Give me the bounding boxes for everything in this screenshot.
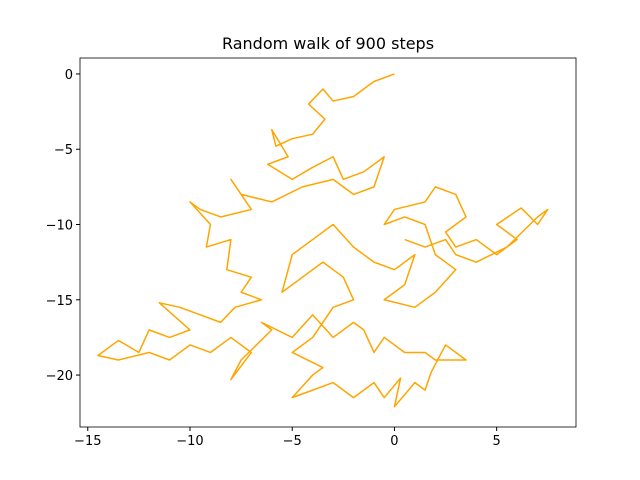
chart-title: Random walk of 900 steps <box>222 34 434 53</box>
x-tick-label: −15 <box>74 434 101 449</box>
y-tick-label: −15 <box>46 294 73 309</box>
y-tick-label: −5 <box>54 143 73 158</box>
y-tick-label: −10 <box>46 219 73 234</box>
x-tick-label: 5 <box>493 434 501 449</box>
axes-frame <box>79 57 577 428</box>
walk-line <box>97 73 549 408</box>
x-tick-label: 0 <box>390 434 398 449</box>
y-tick-label: 0 <box>65 68 73 83</box>
y-tick-label: −20 <box>46 369 73 384</box>
x-tick-label: −10 <box>176 434 203 449</box>
x-tick-label: −5 <box>283 434 302 449</box>
